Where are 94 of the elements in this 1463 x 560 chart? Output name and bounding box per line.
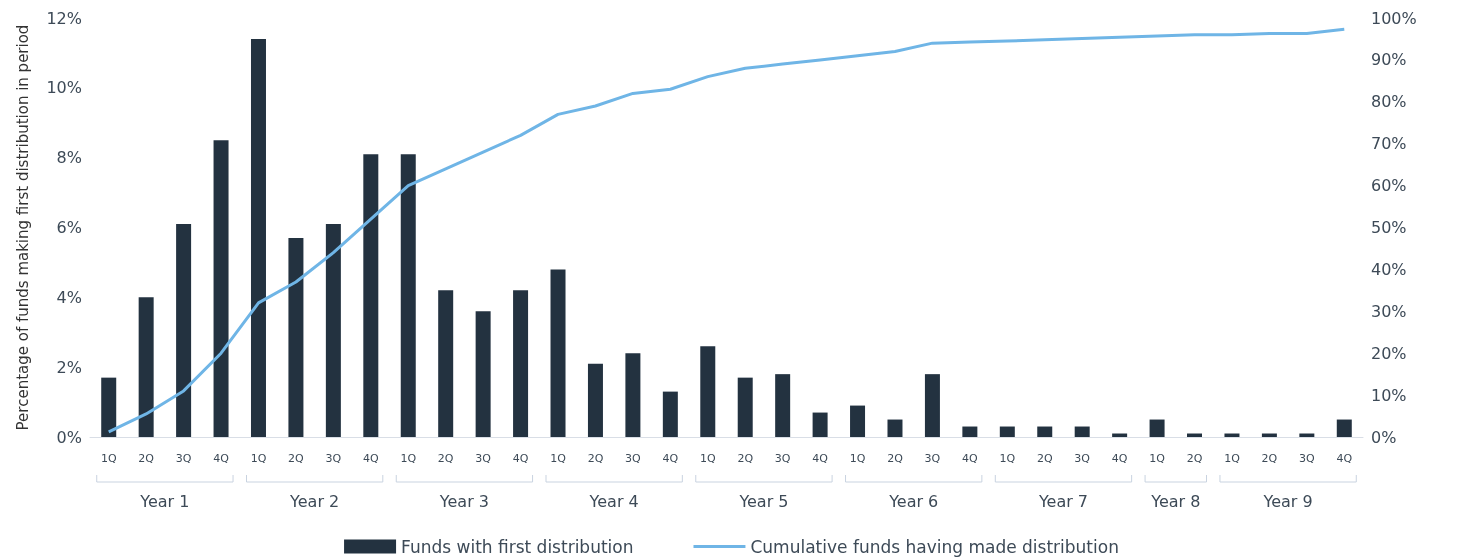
y-tick-label: 8% <box>56 148 82 168</box>
bar <box>363 154 379 437</box>
x-tick-label: 4Q <box>213 452 230 465</box>
y2-tick-label: 10% <box>1371 385 1407 405</box>
y2-tick-label: 80% <box>1371 92 1407 112</box>
line-series <box>107 27 1346 434</box>
text: Year 1 <box>139 491 190 511</box>
bar <box>250 38 266 437</box>
x-tick-label: 2Q <box>1261 452 1278 465</box>
bar <box>962 426 978 437</box>
bar <box>475 311 491 437</box>
y-tick-label: 10% <box>46 78 82 98</box>
bar <box>176 224 192 437</box>
x-tick-label: 3Q <box>325 452 342 465</box>
y2-tick-label: 20% <box>1371 343 1407 363</box>
x-tick-label: 1Q <box>1224 452 1241 465</box>
x-tick-label: 1Q <box>400 452 417 465</box>
y2-tick-label: 40% <box>1371 259 1407 279</box>
x-tick-label: 2Q <box>1186 452 1203 465</box>
text: Year 7 <box>1037 491 1089 511</box>
text: Year 8 <box>1150 491 1201 511</box>
bar <box>138 297 154 437</box>
y-tick-label: 4% <box>56 287 82 307</box>
x-tick-label: 1Q <box>1149 452 1166 465</box>
bar <box>924 374 940 437</box>
x-tick-label: 2Q <box>138 452 155 465</box>
y-tick-label: 6% <box>56 218 82 237</box>
legend-label: Cumulative funds having made distribution <box>750 536 1119 557</box>
x-tick-label: 3Q <box>625 452 642 465</box>
text: Year 5 <box>738 491 789 511</box>
x-tick-label: 4Q <box>962 452 979 465</box>
bar <box>438 290 454 437</box>
x-tick-label: 4Q <box>512 452 529 465</box>
bar <box>1037 426 1053 437</box>
bar <box>887 419 903 437</box>
x-tick-label: 1Q <box>849 452 866 465</box>
x-tick-label: 2Q <box>737 452 754 465</box>
bar <box>737 377 753 437</box>
y-axis-title: Percentage of funds making first distribution in period <box>13 24 32 431</box>
bar <box>325 224 341 437</box>
y2-tick-label: 90% <box>1371 50 1407 70</box>
x-tick-label: 2Q <box>437 452 454 465</box>
bar <box>662 391 678 437</box>
bar <box>812 412 828 437</box>
x-tick-label: 3Q <box>175 452 192 465</box>
bar <box>513 290 529 437</box>
x-tick-label: 3Q <box>475 452 492 465</box>
bar <box>550 269 566 437</box>
x-tick-label: 3Q <box>1299 452 1315 465</box>
x-tick-label: 1Q <box>999 452 1016 465</box>
y-tick-label: 12% <box>46 8 82 28</box>
text: Year 2 <box>289 491 340 511</box>
x-tick-label: 4Q <box>812 452 829 465</box>
bar <box>625 353 641 437</box>
text: Year 3 <box>438 491 489 511</box>
x-tick-label: 1Q <box>550 452 567 465</box>
bar <box>213 140 229 437</box>
x-tick-label: 3Q <box>774 452 791 465</box>
y-tick-label: 2% <box>56 357 82 377</box>
x-tick-label: 4Q <box>662 452 679 465</box>
x-tick-label: 3Q <box>1074 452 1091 465</box>
bar <box>775 374 791 437</box>
x-tick-label: 1Q <box>699 452 716 465</box>
bar <box>700 346 716 437</box>
x-tick-label: 2Q <box>887 452 904 465</box>
bar <box>400 154 416 437</box>
x-tick-label: 2Q <box>1036 452 1053 465</box>
y2-tick-label: 0% <box>1371 427 1397 447</box>
y-tick-label: 0% <box>56 427 82 447</box>
y2-tick-label: 50% <box>1371 218 1407 237</box>
bar <box>587 363 603 437</box>
bar <box>288 237 304 437</box>
x-tick-label: 4Q <box>1336 452 1353 465</box>
y2-tick-label: 70% <box>1371 134 1407 154</box>
x-tick-label: 2Q <box>587 452 604 465</box>
x-tick-label: 2Q <box>288 452 305 465</box>
bar <box>1336 419 1352 437</box>
y2-tick-label: 100% <box>1371 8 1417 28</box>
bar <box>1149 419 1165 437</box>
y2-tick-label: 30% <box>1371 301 1407 321</box>
text: Year 9 <box>1262 491 1313 511</box>
text: Year 4 <box>588 491 639 511</box>
bar <box>999 426 1015 437</box>
text: Year 6 <box>888 491 939 511</box>
legend-label: Funds with first distribution <box>401 536 634 557</box>
x-tick-label: 1Q <box>100 452 117 465</box>
bar <box>101 377 117 437</box>
x-tick-label: 4Q <box>1111 452 1128 465</box>
x-tick-label: 3Q <box>924 452 941 465</box>
x-tick-label: 4Q <box>362 452 379 465</box>
bar <box>1074 426 1090 437</box>
x-tick-label: 1Q <box>250 452 267 465</box>
bar <box>850 405 866 437</box>
y2-tick-label: 60% <box>1371 176 1407 196</box>
